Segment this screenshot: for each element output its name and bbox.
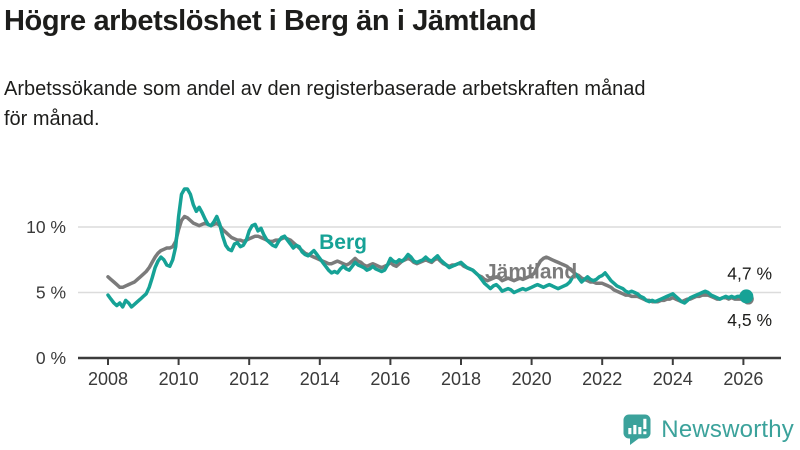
newsworthy-logo: Newsworthy xyxy=(622,413,794,446)
berg-end-dot xyxy=(739,289,754,304)
berg-series-label: Berg xyxy=(319,231,367,254)
unemployment-line-chart: 2008 2010 2012 2014 2016 2018 2020 2022 2024 2026… xyxy=(26,187,781,389)
page-title: Högre arbetslöshet i Berg än i Jämtland xyxy=(4,5,537,37)
y-tick-label: 0 % xyxy=(36,348,66,368)
x-tick-label: 2008 xyxy=(88,369,128,389)
subtitle-line-2: för månad. xyxy=(4,108,100,130)
chart-subtitle: Arbetssökande som andel av den registerb… xyxy=(4,74,784,134)
jämtland-end-value-label: 4,5 % xyxy=(727,310,772,330)
x-tick-label: 2024 xyxy=(653,369,693,389)
subtitle-line-1: Arbetssökande som andel av den registerb… xyxy=(4,78,646,100)
x-tick-label: 2012 xyxy=(229,369,269,389)
newsworthy-bubble-chart-icon xyxy=(623,414,651,445)
x-tick-label: 2018 xyxy=(441,369,481,389)
jämtland-series-label: Jämtland xyxy=(485,261,577,284)
x-tick-label: 2020 xyxy=(512,369,552,389)
x-tick-label: 2014 xyxy=(300,369,340,389)
x-tick-label: 2026 xyxy=(723,369,763,389)
x-tick-label: 2016 xyxy=(370,369,410,389)
y-tick-label: 10 % xyxy=(26,217,66,237)
berg-line xyxy=(106,187,749,309)
berg-end-value-label: 4,7 % xyxy=(727,263,772,283)
chart-area: 2008 2010 2012 2014 2016 2018 2020 2022 2024 2026… xyxy=(0,152,800,402)
x-tick-label: 2022 xyxy=(582,369,622,389)
y-tick-label: 5 % xyxy=(36,283,66,303)
newsworthy-wordmark: Newsworthy xyxy=(661,415,794,443)
x-tick-label: 2010 xyxy=(159,369,199,389)
